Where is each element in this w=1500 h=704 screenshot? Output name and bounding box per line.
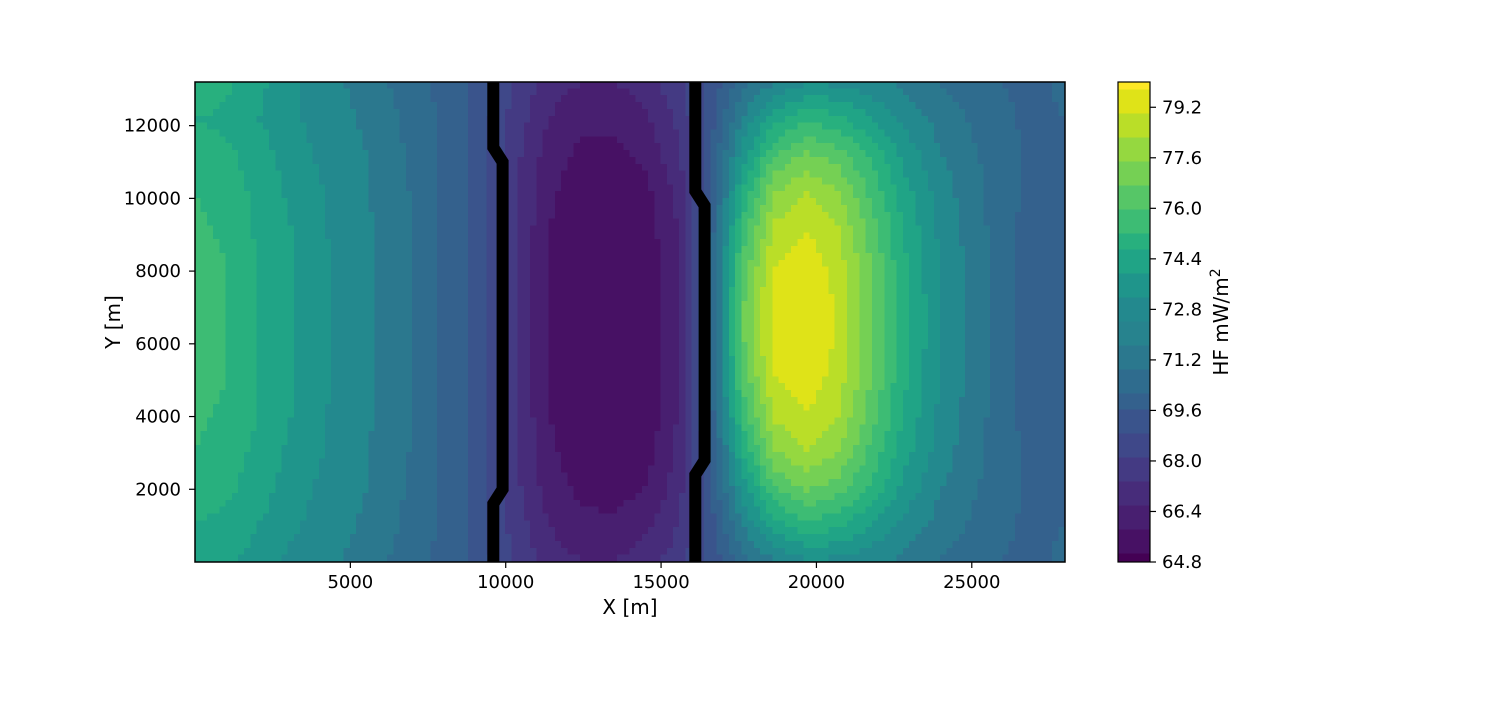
cbar-tick-label: 71.2 <box>1162 350 1202 371</box>
y-tick-label: 12000 <box>124 116 181 137</box>
x-tick-label: 10000 <box>477 572 534 593</box>
y-tick-label: 8000 <box>135 261 181 282</box>
x-tick-label: 5000 <box>327 572 373 593</box>
plot-area <box>195 82 1066 563</box>
cbar-tick-label: 64.8 <box>1162 552 1202 573</box>
cbar-tick-label: 74.4 <box>1162 249 1202 270</box>
cbar-tick-label: 79.2 <box>1162 97 1202 118</box>
cbar-tick-label: 76.0 <box>1162 198 1202 219</box>
cbar-tick-label: 77.6 <box>1162 148 1202 169</box>
colorbar-label: HF mW/m2 <box>1208 268 1233 375</box>
y-tick-label: 4000 <box>135 407 181 428</box>
x-tick-label: 15000 <box>632 572 689 593</box>
heatmap-chart: 5000 10000 15000 20000 25000 2000 4000 6000 8000… <box>0 0 1500 700</box>
cbar-tick-label: 68.0 <box>1162 451 1202 472</box>
colorbar: 64.8 66.4 68.0 69.6 71.2 72.8 74.4 76.0 77.6 79.2 <box>1118 82 1202 574</box>
y-tick-label: 2000 <box>135 479 181 500</box>
y-axis-label: Y [m] <box>101 295 125 350</box>
y-tick-label: 10000 <box>124 188 181 209</box>
cbar-tick-label: 69.6 <box>1162 400 1202 421</box>
cbar-tick-label: 66.4 <box>1162 501 1202 522</box>
cbar-tick-label: 72.8 <box>1162 299 1202 320</box>
x-axis-label: X [m] <box>602 595 657 619</box>
y-tick-label: 6000 <box>135 334 181 355</box>
x-tick-label: 25000 <box>943 572 1000 593</box>
x-tick-label: 20000 <box>788 572 845 593</box>
chart-svg: 5000 10000 15000 20000 25000 2000 4000 6000 8000… <box>0 0 1500 700</box>
